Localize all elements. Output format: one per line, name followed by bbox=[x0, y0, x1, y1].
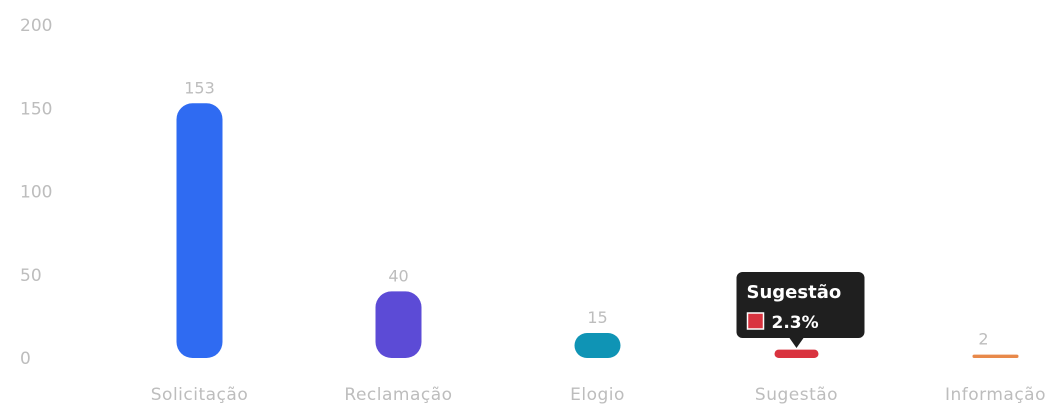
y-tick-label: 0 bbox=[20, 349, 31, 369]
bar[interactable] bbox=[774, 349, 819, 358]
bar[interactable] bbox=[176, 103, 223, 358]
bars: 153 40 15 2 bbox=[176, 78, 1019, 358]
tooltip-box bbox=[736, 272, 865, 338]
tooltip-value: 2.3% bbox=[772, 313, 819, 333]
tooltip-pointer bbox=[789, 338, 804, 348]
y-axis: 200 150 100 50 0 bbox=[20, 16, 52, 369]
bar[interactable] bbox=[972, 354, 1019, 358]
tooltip-title: Sugestão bbox=[747, 282, 842, 303]
tooltip: Sugestão 2.3% bbox=[736, 272, 865, 348]
y-tick-label: 100 bbox=[20, 183, 52, 203]
category-label: Informação bbox=[945, 385, 1046, 405]
data-label: 40 bbox=[388, 266, 408, 285]
tooltip-swatch bbox=[746, 312, 765, 330]
data-label: 153 bbox=[184, 78, 215, 97]
y-tick-label: 50 bbox=[20, 266, 42, 286]
bar[interactable] bbox=[574, 333, 621, 358]
data-label: 15 bbox=[587, 308, 607, 327]
category-label: Elogio bbox=[570, 385, 625, 405]
data-label: 2 bbox=[978, 330, 988, 349]
category-label: Solicitação bbox=[151, 385, 248, 405]
y-tick-label: 200 bbox=[20, 16, 52, 36]
y-tick-label: 150 bbox=[20, 99, 52, 119]
bar[interactable] bbox=[375, 291, 422, 358]
x-axis: Solicitação Reclamação Elogio Sugestão Infor… bbox=[151, 385, 1046, 405]
category-label: Reclamação bbox=[344, 385, 452, 405]
category-label: Sugestão bbox=[755, 385, 838, 405]
